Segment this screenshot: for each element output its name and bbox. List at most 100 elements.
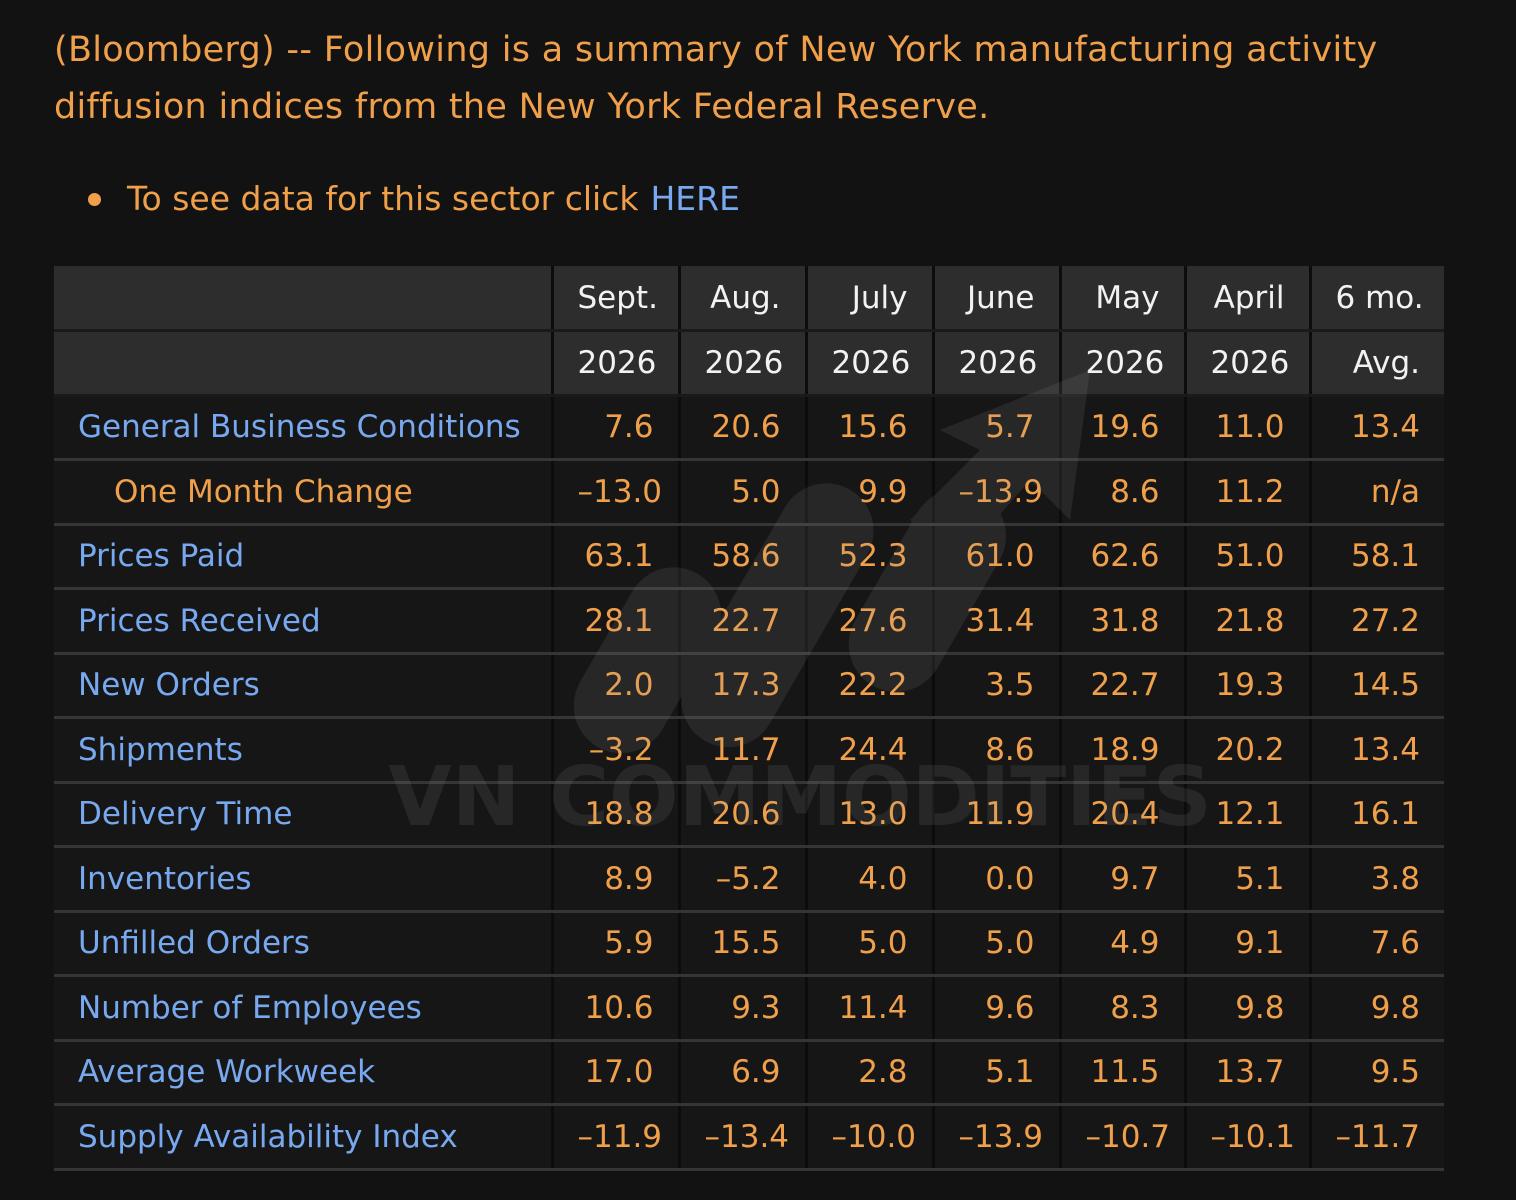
header-bottom-cell: Avg. <box>1310 330 1444 397</box>
row-label-link[interactable]: Supply Availability Index <box>54 1104 554 1171</box>
table-row: Prices Paid 63.1 58.6 52.3 61.0 62.6 51.0 58.1 <box>54 524 1444 590</box>
table-cell: 8.6 <box>933 717 1062 784</box>
here-link[interactable]: HERE <box>650 179 740 218</box>
table-cell: –3.2 <box>552 717 681 784</box>
table-cell: 51.0 <box>1185 524 1312 590</box>
table-cell: 20.4 <box>1060 782 1187 848</box>
table-cell: 18.8 <box>552 782 681 848</box>
table-cell: 31.4 <box>933 588 1062 655</box>
table-cell: 9.7 <box>1060 846 1187 913</box>
bullet-item: To see data for this sector click HERE <box>88 174 740 224</box>
table-cell: 20.6 <box>679 782 808 848</box>
row-label-link[interactable]: Inventories <box>54 846 554 913</box>
table-cell: 3.8 <box>1310 846 1444 913</box>
table-cell: 5.0 <box>679 459 808 526</box>
table-cell: 7.6 <box>552 395 681 461</box>
table-row: Inventories 8.9 –5.2 4.0 0.0 9.7 5.1 3.8 <box>54 846 1444 913</box>
table-cell: 9.8 <box>1310 975 1444 1042</box>
table-cell: 9.8 <box>1185 975 1312 1042</box>
header-bottom-cell: 2026 <box>552 330 681 397</box>
row-label-link[interactable]: Unfilled Orders <box>54 911 554 977</box>
header-bottom-cell: 2026 <box>1060 330 1187 397</box>
row-label-link[interactable]: General Business Conditions <box>54 395 554 461</box>
table-cell: 16.1 <box>1310 782 1444 848</box>
table-cell: 13.0 <box>806 782 935 848</box>
table-cell: 0.0 <box>933 846 1062 913</box>
row-label-link[interactable]: Average Workweek <box>54 1040 554 1106</box>
table-cell: 27.6 <box>806 588 935 655</box>
header-top-cell: July <box>806 266 935 332</box>
table-cell: 13.4 <box>1310 717 1444 784</box>
header-top-cell: Aug. <box>679 266 808 332</box>
table-cell: 19.6 <box>1060 395 1187 461</box>
row-label-link[interactable]: Prices Received <box>54 588 554 655</box>
table-cell: 15.6 <box>806 395 935 461</box>
table-cell: 21.8 <box>1185 588 1312 655</box>
table-row: Delivery Time 18.8 20.6 13.0 11.9 20.4 12.1 16.… <box>54 782 1444 848</box>
bullet-dot-icon <box>88 192 101 206</box>
row-label-link[interactable]: Shipments <box>54 717 554 784</box>
row-label-link[interactable]: Number of Employees <box>54 975 554 1042</box>
table-cell: –5.2 <box>679 846 808 913</box>
row-label-link[interactable]: Prices Paid <box>54 524 554 590</box>
table-cell: 11.4 <box>806 975 935 1042</box>
bullet-text: To see data for this sector click <box>127 179 639 218</box>
table-cell: n/a <box>1310 459 1444 526</box>
table-cell: 22.2 <box>806 653 935 719</box>
row-label-link[interactable]: New Orders <box>54 653 554 719</box>
table-cell: 9.6 <box>933 975 1062 1042</box>
table-cell: 11.5 <box>1060 1040 1187 1106</box>
table-cell: 14.5 <box>1310 653 1444 719</box>
header-top-cell: Sept. <box>552 266 681 332</box>
table-cell: 5.0 <box>806 911 935 977</box>
table-cell: –13.9 <box>933 459 1062 526</box>
table-cell: –11.7 <box>1310 1104 1444 1171</box>
table-cell: 63.1 <box>552 524 681 590</box>
row-label-link[interactable]: Delivery Time <box>54 782 554 848</box>
table-cell: 3.5 <box>933 653 1062 719</box>
table-cell: 5.1 <box>933 1040 1062 1106</box>
table-cell: 19.3 <box>1185 653 1312 719</box>
table-cell: 22.7 <box>1060 653 1187 719</box>
table-cell: 18.9 <box>1060 717 1187 784</box>
table-cell: 31.8 <box>1060 588 1187 655</box>
header-row-bottom: 2026 2026 2026 2026 2026 2026 Avg. <box>54 330 1444 397</box>
table-cell: 8.6 <box>1060 459 1187 526</box>
table-cell: 7.6 <box>1310 911 1444 977</box>
table-cell: 20.2 <box>1185 717 1312 784</box>
table-cell: 9.3 <box>679 975 808 1042</box>
table-cell: 2.8 <box>806 1040 935 1106</box>
table-cell: 58.1 <box>1310 524 1444 590</box>
table-row: General Business Conditions 7.6 20.6 15.6 5.… <box>54 395 1444 461</box>
table-cell: 24.4 <box>806 717 935 784</box>
table-header: Sept. Aug. July June May April 6 mo. 2026 2026 2… <box>54 266 1444 397</box>
table-cell: 11.0 <box>1185 395 1312 461</box>
table-cell: 2.0 <box>552 653 681 719</box>
table-cell: 5.7 <box>933 395 1062 461</box>
table-cell: –10.1 <box>1185 1104 1312 1171</box>
table-cell: –11.9 <box>552 1104 681 1171</box>
table-cell: 6.9 <box>679 1040 808 1106</box>
header-top-cell: April <box>1185 266 1312 332</box>
header-bottom-cell: 2026 <box>1185 330 1312 397</box>
header-top-cell: May <box>1060 266 1187 332</box>
table-cell: 58.6 <box>679 524 808 590</box>
table-row: Average Workweek 17.0 6.9 2.8 5.1 11.5 13.7 9.5 <box>54 1040 1444 1106</box>
table-cell: 8.3 <box>1060 975 1187 1042</box>
table-cell: 5.1 <box>1185 846 1312 913</box>
table-cell: 5.9 <box>552 911 681 977</box>
table-cell: 13.7 <box>1185 1040 1312 1106</box>
header-top-cell: 6 mo. <box>1310 266 1444 332</box>
table-cell: 9.1 <box>1185 911 1312 977</box>
table-cell: 12.1 <box>1185 782 1312 848</box>
intro-paragraph: (Bloomberg) -- Following is a summary of… <box>54 30 1378 127</box>
table-cell: 9.5 <box>1310 1040 1444 1106</box>
table-cell: 28.1 <box>552 588 681 655</box>
table-row: Shipments –3.2 11.7 24.4 8.6 18.9 20.2 13.4 <box>54 717 1444 784</box>
table-cell: 20.6 <box>679 395 808 461</box>
table-cell: –10.0 <box>806 1104 935 1171</box>
table-row: Unfilled Orders 5.9 15.5 5.0 5.0 4.9 9.1 7.6 <box>54 911 1444 977</box>
table-cell: –13.4 <box>679 1104 808 1171</box>
table-cell: 11.9 <box>933 782 1062 848</box>
header-top-cell <box>54 266 554 332</box>
